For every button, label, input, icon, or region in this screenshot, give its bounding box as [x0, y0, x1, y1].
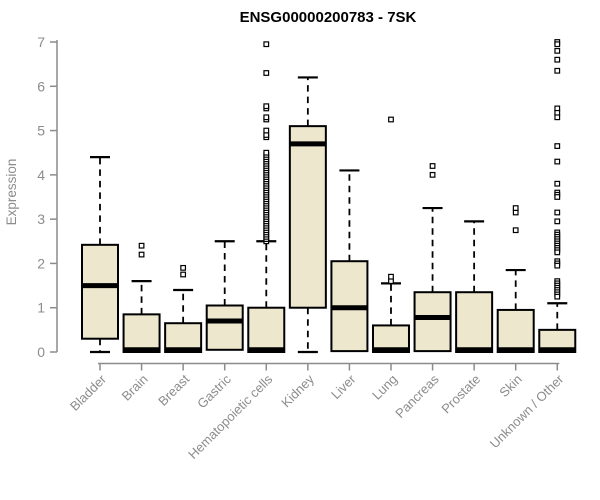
outlier-point	[263, 114, 270, 121]
outlier-point	[138, 251, 145, 258]
outlier-point	[554, 249, 561, 256]
y-axis-tick-label: 6	[37, 78, 45, 94]
outlier-point	[554, 262, 561, 269]
box-group-lung	[371, 116, 410, 354]
outlier-point	[554, 218, 561, 225]
y-axis-tick-label: 1	[37, 300, 45, 316]
y-axis-label: Expression	[4, 159, 19, 226]
box-group-gastric	[205, 240, 244, 351]
boxes-layer	[81, 39, 577, 354]
x-axis-category-label: Unknown / Other	[487, 371, 567, 451]
outlier-point	[554, 209, 561, 216]
outlier-point	[512, 205, 519, 211]
x-axis-category-label: Gastric	[194, 371, 234, 411]
outlier-point	[180, 271, 187, 278]
box-group-skin	[496, 205, 535, 354]
x-axis-category-label: Kidney	[278, 371, 317, 410]
outlier-point	[263, 127, 270, 134]
outlier-point	[554, 56, 561, 63]
outlier-point	[263, 41, 270, 48]
box-iqr	[455, 291, 494, 353]
box-group-pancreas	[413, 163, 452, 353]
y-axis-tick-label: 7	[37, 34, 45, 50]
box-group-hematopoietic-cells	[247, 41, 286, 353]
y-axis-tick-label: 4	[37, 167, 45, 183]
x-axis-category-label: Prostate	[438, 372, 483, 417]
x-axis-category-label: Pancreas	[392, 371, 442, 421]
box-group-unknown-other	[538, 39, 577, 353]
outlier-point	[554, 47, 561, 54]
y-axis-tick-label: 0	[37, 344, 45, 360]
y-axis-tick-label: 3	[37, 211, 45, 227]
x-axis-category-label: Breast	[155, 371, 192, 408]
outlier-point	[554, 293, 561, 300]
box-group-brain	[122, 242, 161, 354]
outlier-point	[554, 114, 561, 121]
box-iqr	[164, 322, 203, 354]
x-axis-category-label: Skin	[496, 372, 524, 400]
x-axis-category-label: Brain	[119, 372, 151, 404]
x-axis-category-label: Lung	[369, 372, 400, 403]
outlier-point	[138, 242, 145, 249]
outlier-point	[429, 163, 436, 169]
outlier-point	[388, 116, 394, 123]
box-iqr	[288, 125, 327, 309]
box-iqr	[496, 308, 535, 354]
outlier-point	[263, 103, 270, 110]
outlier-point	[263, 70, 270, 76]
y-axis-tick-label: 2	[37, 255, 45, 271]
outlier-point	[554, 143, 561, 149]
box-iqr	[247, 306, 286, 353]
box-iqr	[81, 243, 119, 340]
chart-title: ENSG00000200783 - 7SK	[240, 9, 417, 26]
outlier-point	[512, 227, 519, 234]
outlier-point	[554, 41, 561, 48]
box-iqr	[205, 304, 244, 351]
outlier-point	[429, 171, 436, 178]
x-axis-category-label: Liver	[328, 371, 359, 402]
outlier-point	[554, 194, 561, 200]
box-iqr	[413, 291, 452, 353]
outlier-point	[180, 264, 187, 271]
box-group-breast	[164, 264, 203, 354]
y-axis-tick-label: 5	[37, 123, 45, 139]
box-iqr	[122, 313, 161, 354]
outlier-point	[388, 273, 394, 280]
box-group-prostate	[455, 220, 494, 353]
outlier-point	[554, 67, 561, 74]
box-group-kidney	[288, 76, 327, 354]
box-group-liver	[330, 169, 369, 353]
outlier-point	[554, 180, 561, 187]
box-group-bladder	[81, 156, 119, 354]
x-axis-category-label: Bladder	[67, 371, 110, 414]
outlier-point	[263, 149, 270, 156]
outlier-point	[554, 158, 561, 165]
